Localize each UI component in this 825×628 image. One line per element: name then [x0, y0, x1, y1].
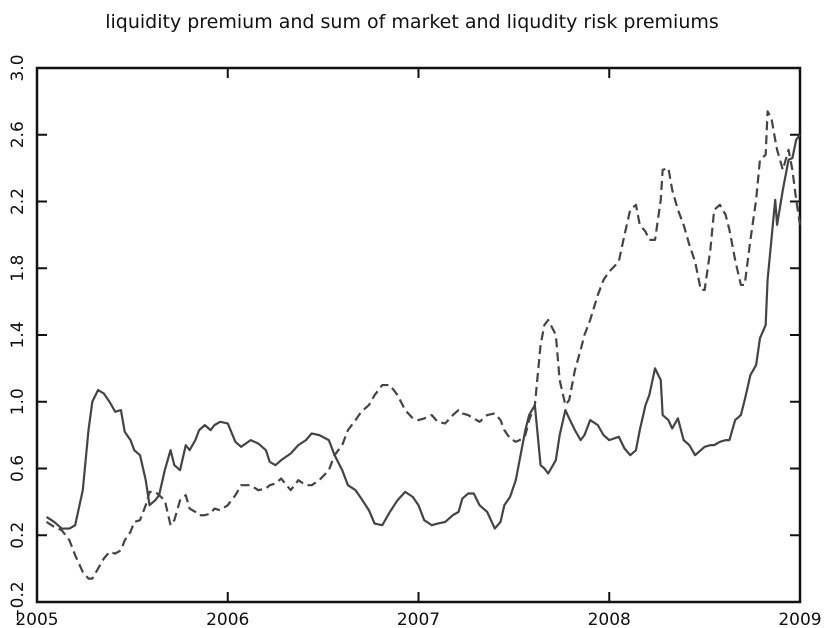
y-tick-label: 2.6 [8, 121, 28, 148]
y-tick-label: 2.2 [8, 188, 28, 215]
y-tick-label: 0.6 [8, 455, 28, 482]
x-tick-label: 2009 [778, 610, 821, 628]
x-tick-label: 2007 [397, 610, 440, 628]
plot-frame [35, 66, 802, 604]
y-tick-label: −0.2 [8, 581, 28, 622]
y-tick-label: 0.2 [8, 522, 28, 549]
x-tick-label: 2008 [588, 610, 631, 628]
y-tick-label: 1.8 [8, 255, 28, 282]
y-tick-label: 3.0 [8, 54, 28, 81]
x-tick-label: 2006 [206, 610, 249, 628]
y-tick-label: 1.4 [8, 321, 28, 348]
x-tick-label: 2005 [15, 610, 58, 628]
y-tick-label: 1.0 [8, 388, 28, 415]
data-line [45, 110, 802, 580]
chart-title: liquidity premium and sum of market and … [105, 11, 719, 33]
data-line [45, 134, 801, 530]
